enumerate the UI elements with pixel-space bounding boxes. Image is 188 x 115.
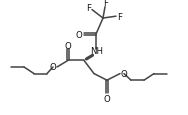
Text: O: O: [50, 63, 56, 72]
Text: O: O: [76, 30, 82, 39]
Text: F: F: [118, 13, 123, 22]
Text: O: O: [121, 69, 127, 78]
Text: NH: NH: [90, 46, 104, 55]
Text: F: F: [104, 0, 108, 8]
Text: O: O: [104, 94, 110, 103]
Text: F: F: [86, 4, 92, 13]
Text: O: O: [65, 42, 71, 50]
